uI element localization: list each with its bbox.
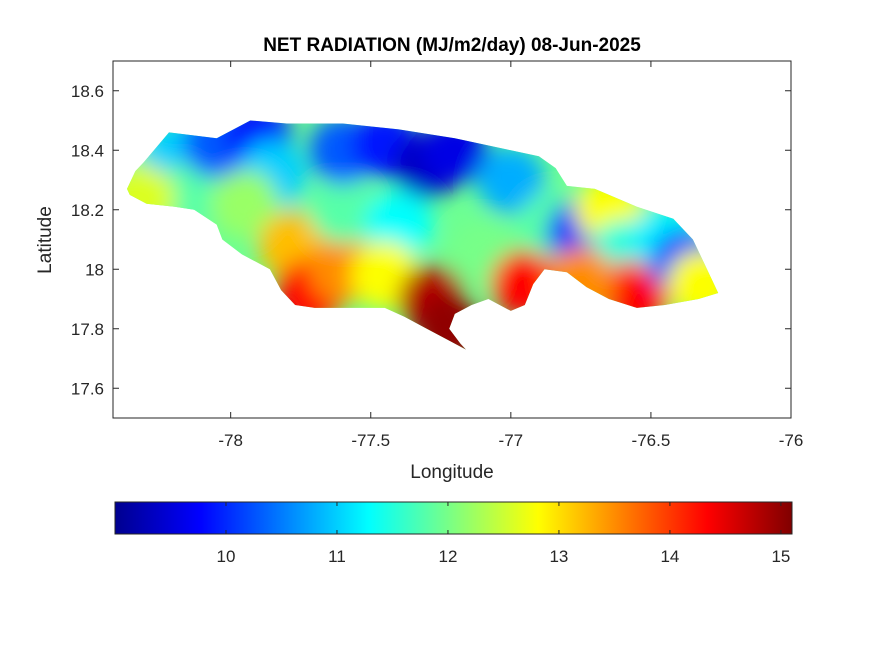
y-tick-label: 18 [85, 260, 104, 279]
heat-sample-29 [667, 250, 719, 319]
y-tick-label: 17.6 [71, 379, 104, 398]
colorbar-tick-label: 15 [771, 547, 790, 566]
x-tick-label: -76.5 [632, 431, 671, 450]
heat-sample-6 [210, 169, 279, 238]
y-tick-label: 18.2 [71, 201, 104, 220]
colorbar [114, 501, 793, 535]
y-axis-label: Latitude [35, 206, 56, 274]
y-tick-label: 17.8 [71, 320, 104, 339]
heat-sample-10 [308, 175, 377, 244]
heat-sample-20 [476, 146, 545, 214]
colorbar-tick-label: 11 [328, 547, 346, 566]
colorbar-ticks: 10 11 12 13 14 15 [217, 502, 790, 566]
x-tick-label: -76 [779, 431, 804, 450]
y-tick-label: 18.6 [71, 82, 104, 101]
colorbar-tick-label: 12 [438, 547, 457, 566]
x-tick-label: -78 [218, 431, 243, 450]
y-tick-label: 18.4 [71, 141, 104, 160]
colorbar-tick-label: 13 [549, 547, 568, 566]
x-axis-label: Longitude [410, 462, 493, 483]
x-tick-label: -77 [499, 431, 524, 450]
y-axis: 17.6 17.8 18 18.2 18.4 18.6 [71, 82, 791, 398]
chart-title: NET RADIATION (MJ/m2/day) 08-Jun-2025 [263, 35, 641, 56]
colorbar-tick-label: 10 [217, 547, 236, 566]
colorbar-tick-label: 14 [660, 547, 679, 566]
x-tick-label: -77.5 [351, 431, 390, 450]
x-axis: -78 -77.5 -77 -76.5 -76 [218, 61, 803, 450]
